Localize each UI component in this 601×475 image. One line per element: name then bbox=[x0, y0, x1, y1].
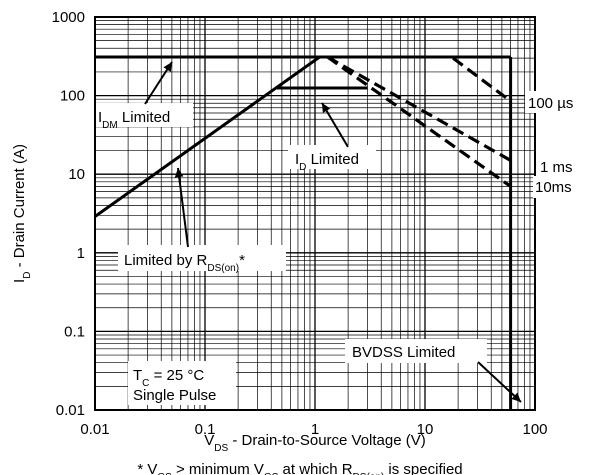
y-tick-label: 0.01 bbox=[56, 402, 85, 419]
annotations: IDM Limited ID Limited Limited by RDS(on)*… bbox=[96, 61, 579, 405]
plot-frame bbox=[94, 16, 536, 411]
series-line-0 bbox=[94, 55, 321, 218]
conditions-background bbox=[128, 361, 236, 405]
series-line-6 bbox=[326, 55, 512, 188]
annotation-background bbox=[533, 176, 579, 198]
footnote: * VGS > minimum VGS at which RDS(on) is … bbox=[137, 461, 462, 475]
y-tick-label: 1 bbox=[77, 245, 85, 262]
annotation-background bbox=[118, 245, 286, 271]
annotation-background bbox=[536, 155, 578, 177]
arrow-bvdss bbox=[477, 361, 522, 403]
tick-labels: 0.01 0.1 1 10 100 1000 100 10 1 0.1 0.01 VDS - Drai… bbox=[11, 9, 548, 475]
condition-pulse: Single Pulse bbox=[133, 387, 216, 404]
x-tick-label: 0.01 bbox=[80, 421, 109, 438]
x-tick-label: 10 bbox=[417, 421, 434, 438]
x-tick-label: 100 bbox=[522, 421, 547, 438]
annotation-bvdss: BVDSS Limited bbox=[352, 344, 455, 361]
arrow-rds bbox=[177, 167, 189, 248]
series-line-4 bbox=[452, 56, 512, 103]
y-tick-label: 100 bbox=[60, 88, 85, 105]
annotation-ms10: 10ms bbox=[535, 179, 572, 196]
arrow-rds-head bbox=[174, 168, 184, 178]
annotation-idm: IDM Limited bbox=[98, 109, 170, 131]
annotation-us100: 100 µs bbox=[528, 95, 573, 112]
series-line-5 bbox=[326, 55, 512, 162]
annotation-background bbox=[525, 91, 579, 113]
annotation-rds: Limited by RDS(on)* bbox=[124, 252, 245, 274]
arrow-idm-head bbox=[163, 62, 172, 72]
annotation-background bbox=[288, 145, 376, 169]
x-tick-label: 0.1 bbox=[195, 421, 216, 438]
arrow-bvdss-head bbox=[511, 392, 521, 402]
y-tick-label: 10 bbox=[68, 166, 85, 183]
annotation-background bbox=[96, 103, 193, 127]
arrow-id-head bbox=[322, 103, 331, 113]
y-tick-label: 1000 bbox=[52, 9, 85, 26]
x-tick-label: 1 bbox=[311, 421, 319, 438]
annotation-background bbox=[345, 339, 487, 363]
condition-temperature: TC = 25 °C bbox=[133, 367, 204, 389]
annotation-id: ID Limited bbox=[295, 151, 359, 173]
x-axis-label: VDS - Drain-to-Source Voltage (V) bbox=[204, 432, 426, 454]
y-tick-label: 0.1 bbox=[64, 323, 85, 340]
annotation-ms1: 1 ms bbox=[540, 159, 573, 176]
data-lines bbox=[94, 55, 513, 410]
y-axis-label: ID - Drain Current (A) bbox=[11, 144, 33, 283]
